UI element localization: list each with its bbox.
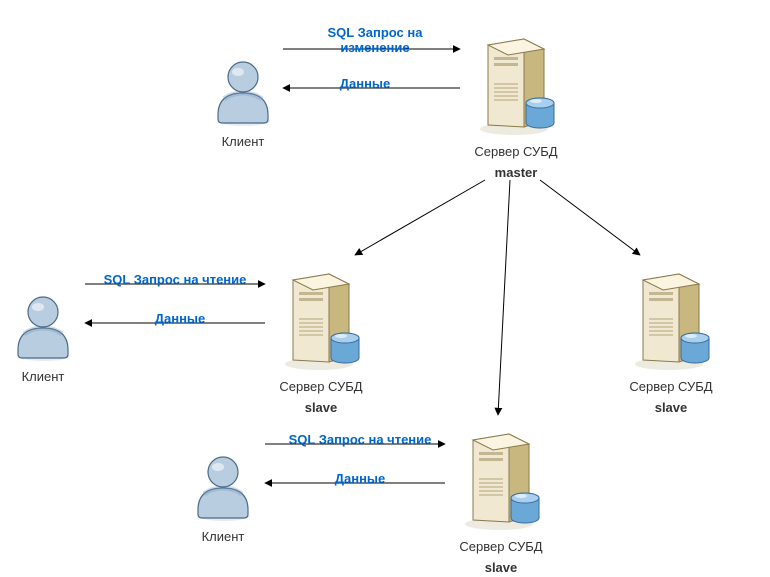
edge-arrow (540, 180, 640, 255)
node-label: Клиент (10, 369, 76, 386)
node-label: Сервер СУБД (275, 379, 367, 396)
server-node: Сервер СУБД slave (275, 260, 367, 417)
node-label: Сервер СУБД (470, 144, 562, 161)
edge-label: SQL Запрос на чтение (285, 432, 435, 447)
server-icon (470, 25, 562, 140)
node-label: Сервер СУБД (625, 379, 717, 396)
server-node: Сервер СУБД slave (455, 420, 547, 577)
edge-label: Данные (150, 311, 210, 326)
node-label: Клиент (210, 134, 276, 151)
server-node: Сервер СУБД master (470, 25, 562, 182)
edge-label: Данные (335, 76, 395, 91)
client-node: Клиент (210, 55, 276, 151)
edge-arrow (355, 180, 485, 255)
node-role: slave (625, 400, 717, 417)
diagram-stage: Клиент Сервер СУБД master Клиент (0, 0, 770, 571)
person-icon (190, 450, 256, 525)
person-icon (10, 290, 76, 365)
client-node: Клиент (190, 450, 256, 546)
node-role: slave (275, 400, 367, 417)
server-icon (275, 260, 367, 375)
node-label: Сервер СУБД (455, 539, 547, 556)
server-node: Сервер СУБД slave (625, 260, 717, 417)
edge-label: Данные (330, 471, 390, 486)
person-icon (210, 55, 276, 130)
server-icon (625, 260, 717, 375)
edge-label: SQL Запрос на изменение (300, 25, 450, 55)
edge-label: SQL Запрос на чтение (100, 272, 250, 287)
node-role: slave (455, 560, 547, 577)
server-icon (455, 420, 547, 535)
client-node: Клиент (10, 290, 76, 386)
node-role: master (470, 165, 562, 182)
edge-arrow (498, 180, 510, 415)
node-label: Клиент (190, 529, 256, 546)
